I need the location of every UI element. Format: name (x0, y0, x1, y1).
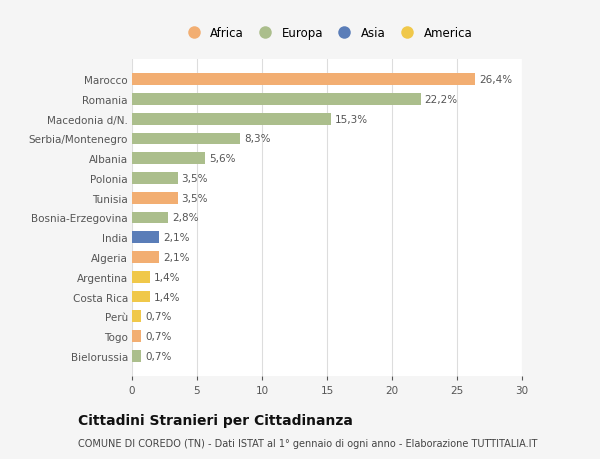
Text: 2,1%: 2,1% (163, 233, 190, 243)
Bar (132, 271, 150, 283)
Bar (132, 212, 169, 224)
Bar (132, 133, 240, 145)
Text: 22,2%: 22,2% (425, 95, 458, 105)
Text: 2,1%: 2,1% (163, 252, 190, 263)
Text: 1,4%: 1,4% (154, 292, 181, 302)
Text: 2,8%: 2,8% (172, 213, 199, 223)
Bar (132, 311, 141, 323)
Bar (132, 153, 205, 165)
Text: 15,3%: 15,3% (335, 114, 368, 124)
Legend: Africa, Europa, Asia, America: Africa, Europa, Asia, America (179, 24, 475, 42)
Bar (132, 350, 141, 362)
Text: 8,3%: 8,3% (244, 134, 271, 144)
Text: 0,7%: 0,7% (145, 312, 172, 322)
Text: 0,7%: 0,7% (145, 351, 172, 361)
Bar (132, 252, 160, 263)
Text: 0,7%: 0,7% (145, 331, 172, 341)
Text: 26,4%: 26,4% (479, 75, 512, 85)
Text: 3,5%: 3,5% (181, 174, 208, 184)
Text: 3,5%: 3,5% (181, 193, 208, 203)
Bar (132, 94, 421, 106)
Bar (132, 192, 178, 204)
Bar (132, 173, 178, 185)
Bar (132, 113, 331, 125)
Bar (132, 291, 150, 303)
Text: Cittadini Stranieri per Cittadinanza: Cittadini Stranieri per Cittadinanza (78, 414, 353, 428)
Text: COMUNE DI COREDO (TN) - Dati ISTAT al 1° gennaio di ogni anno - Elaborazione TUT: COMUNE DI COREDO (TN) - Dati ISTAT al 1°… (78, 438, 538, 448)
Text: 1,4%: 1,4% (154, 272, 181, 282)
Bar (132, 330, 141, 342)
Bar (132, 74, 475, 86)
Bar (132, 232, 160, 244)
Text: 5,6%: 5,6% (209, 154, 235, 164)
